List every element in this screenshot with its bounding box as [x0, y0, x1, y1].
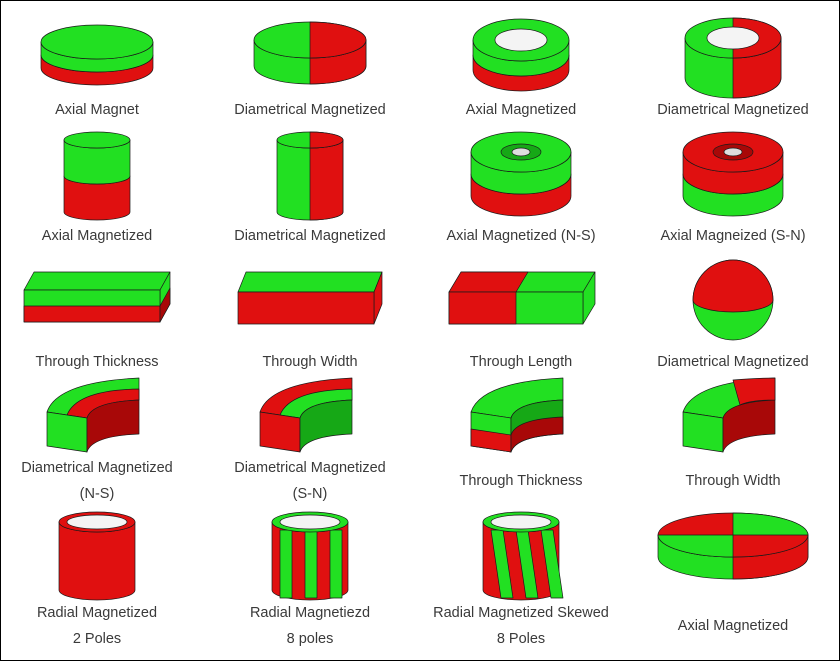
magnet-item: Axial Magnetized — [42, 131, 152, 244]
caption: Diametrical Magnetized — [21, 460, 173, 476]
caption: Through Length — [470, 354, 572, 370]
shape-face — [732, 377, 776, 406]
shape-face — [66, 514, 128, 530]
shape-face — [657, 534, 734, 558]
shape-face — [722, 399, 776, 453]
magnet-item: Through Width — [682, 377, 781, 489]
caption: 2 Poles — [73, 631, 121, 647]
magnet-item: Axial Magnetized — [657, 512, 809, 634]
shape-face — [723, 147, 743, 157]
caption: Diametrical Magnetized — [234, 228, 386, 244]
shape-face — [40, 24, 154, 60]
shape-face — [494, 28, 548, 52]
magnet-item: Through Thickness — [23, 271, 171, 370]
magnet-item: Radial Magnetiezd 8 poles — [250, 511, 370, 647]
caption: Through Width — [262, 354, 357, 370]
caption: (S-N) — [293, 486, 328, 502]
caption: Through Thickness — [35, 354, 158, 370]
caption: Diametrical Magnetized — [657, 354, 809, 370]
shape-face — [237, 271, 383, 293]
caption: Axial Magnetized — [678, 618, 788, 634]
shape-face — [511, 147, 531, 157]
magnet-item: Axial Magnetized (N-S) — [446, 131, 596, 244]
shape-face — [732, 512, 809, 536]
caption: 8 Poles — [497, 631, 545, 647]
caption: Axial Magneized (S-N) — [660, 228, 805, 244]
caption: Axial Magnetized — [42, 228, 152, 244]
shape-face — [309, 21, 367, 59]
shape-face — [23, 305, 161, 323]
shape-face — [299, 399, 353, 453]
magnet-item: Axial Magneized (S-N) — [660, 131, 806, 244]
caption: Radial Magnetiezd — [250, 605, 370, 621]
magnet-item: Through Width — [237, 271, 383, 370]
caption: Axial Magnetized (N-S) — [446, 228, 595, 244]
caption: 8 poles — [287, 631, 334, 647]
shape-face — [448, 291, 517, 325]
shape-face — [237, 291, 375, 325]
shape-face — [159, 287, 171, 323]
shape-face — [86, 399, 140, 453]
shape-face — [692, 259, 774, 313]
magnet-item: Diametrical Magnetized — [234, 21, 386, 118]
magnet-item: Diametrical Magnetized — [234, 131, 386, 244]
shape-face — [259, 411, 301, 453]
shape-face — [58, 521, 136, 601]
caption: Diametrical Magnetized — [657, 102, 809, 118]
shape-face — [309, 131, 344, 149]
caption: Through Thickness — [459, 473, 582, 489]
caption: Axial Magnet — [55, 102, 139, 118]
magnet-item: Diametrical Magnetized — [657, 259, 809, 370]
magnet-item: Through Length — [448, 271, 596, 370]
caption: Axial Magnetized — [466, 102, 576, 118]
shape-face — [309, 139, 344, 221]
caption: Radial Magnetized — [37, 605, 157, 621]
shape-face — [304, 529, 318, 599]
shape-face — [279, 514, 341, 530]
magnet-item: Axial Magnetized — [466, 18, 576, 118]
shape-face — [279, 529, 293, 599]
magnet-item: Diametrical Magnetized (N-S) — [21, 377, 173, 502]
caption: Diametrical Magnetized — [234, 102, 386, 118]
shape-face — [490, 514, 552, 530]
shape-face — [448, 271, 529, 293]
magnet-item: Radial Magnetized 2 Poles — [37, 511, 157, 647]
shape-face — [706, 26, 760, 50]
shape-face — [23, 271, 171, 291]
magnet-item: Diametrical Magnetized (S-N) — [234, 377, 386, 502]
caption: (N-S) — [80, 486, 115, 502]
shape-face — [46, 411, 88, 453]
shape-face — [510, 416, 564, 453]
shape-face — [682, 411, 724, 453]
shape-face — [329, 529, 343, 599]
caption: Through Width — [685, 473, 780, 489]
magnet-item: Radial Magnetized Skewed 8 Poles — [433, 511, 609, 647]
magnet-item: Diametrical Magnetized — [657, 17, 809, 118]
caption: Diametrical Magnetized — [234, 460, 386, 476]
shape-face — [540, 529, 564, 599]
magnet-item: Axial Magnet — [40, 24, 154, 118]
shape-face — [63, 131, 131, 149]
caption: Radial Magnetized Skewed — [433, 605, 609, 621]
magnet-item: Through Thickness — [459, 377, 583, 489]
